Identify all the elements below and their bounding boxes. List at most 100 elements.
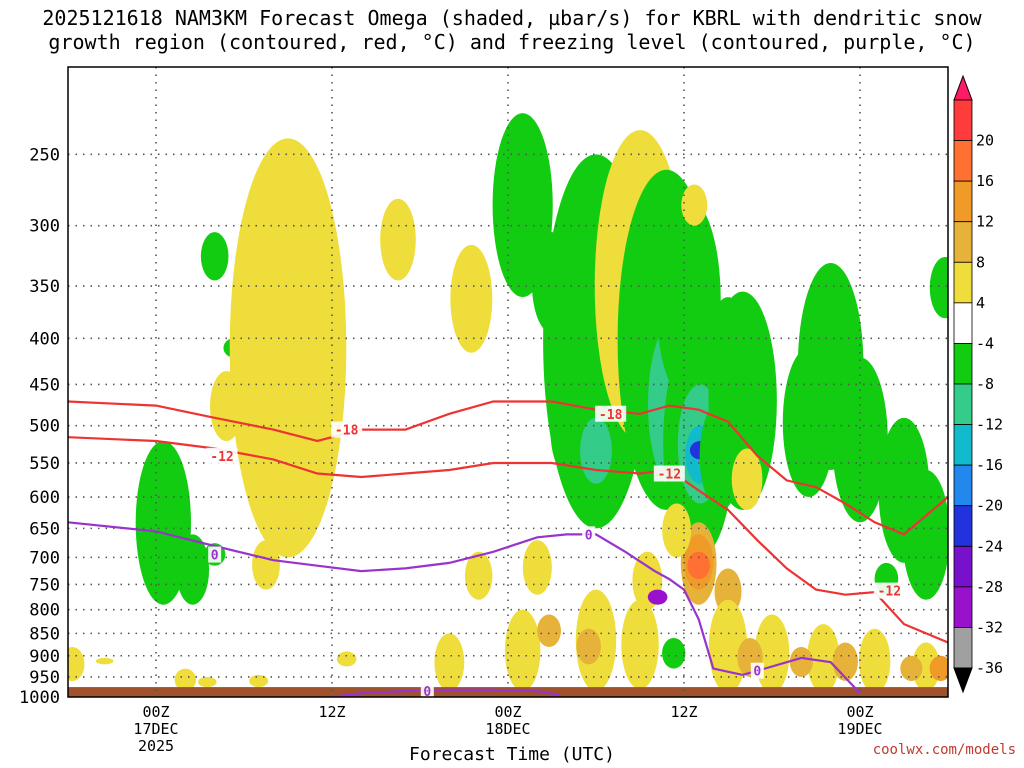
omega-shade — [95, 657, 114, 665]
y-tick-label: 450 — [29, 375, 60, 395]
colorbar-segment — [953, 343, 973, 385]
omega-shade — [647, 589, 668, 605]
colorbar-label: -12 — [976, 416, 1003, 434]
omega-shade — [900, 655, 923, 682]
y-tick-label: 300 — [29, 217, 60, 237]
omega-shade — [450, 244, 493, 353]
y-tick-label: 500 — [29, 417, 60, 437]
omega-shade — [662, 503, 692, 558]
omega-shade — [68, 646, 85, 682]
y-tick-label: 400 — [29, 329, 60, 349]
contour-label-bg — [331, 421, 363, 438]
y-tick-label: 950 — [29, 668, 60, 688]
y-tick-label: 350 — [29, 277, 60, 297]
omega-shade — [229, 138, 347, 558]
contour-label-bg — [873, 582, 905, 599]
contour-label: -12 — [878, 585, 901, 600]
colorbar-label: 8 — [976, 253, 985, 271]
contour-label-bg — [653, 465, 685, 482]
omega-shade — [687, 551, 710, 580]
colorbar-label: 20 — [976, 132, 994, 150]
colorbar-bottom-arrow — [953, 667, 973, 694]
contour-label: -12 — [210, 450, 233, 465]
omega-shade — [249, 674, 269, 688]
x-axis-label: Forecast Time (UTC) — [409, 744, 615, 765]
y-tick-label: 1000 — [19, 688, 60, 708]
omega-shade — [832, 642, 858, 682]
x-tick-label: 00Z — [142, 703, 169, 721]
contour-label-bg — [582, 526, 596, 543]
colorbar-segment — [953, 140, 973, 182]
colorbar-label: -8 — [976, 375, 994, 393]
x-tick-label: 00Z — [494, 703, 521, 721]
colorbar-label: -24 — [976, 537, 1003, 555]
y-tick-label: 800 — [29, 601, 60, 621]
omega-shade — [912, 642, 940, 692]
colorbar-segment — [953, 545, 973, 588]
colorbar-label: -32 — [976, 618, 1003, 636]
y-tick-label: 650 — [29, 519, 60, 539]
colorbar-label: -20 — [976, 497, 1003, 515]
x-tick-label: 00Z — [846, 703, 873, 721]
colorbar-segment — [953, 464, 973, 507]
contour-label: 0 — [211, 549, 219, 564]
colorbar-top-arrow — [953, 74, 973, 101]
omega-shade — [504, 609, 541, 692]
colorbar-segment — [953, 505, 973, 547]
x-tick-label: 12Z — [670, 703, 697, 721]
contour-line — [68, 436, 948, 644]
omega-shade — [464, 551, 493, 600]
title-line-2: growth region (contoured, red, °C) and f… — [48, 30, 976, 54]
plot-area: -18 -12 -18 -12 -12 0 0 0 0 — [68, 67, 948, 700]
omega-shade — [902, 470, 948, 600]
contour-label-bg — [595, 405, 627, 422]
contour-line — [331, 688, 560, 697]
omega-shade — [681, 184, 708, 226]
contour-label: -18 — [335, 424, 359, 439]
y-tick-label: 850 — [29, 624, 60, 644]
y-tick-label: 700 — [29, 548, 60, 568]
x-tick-label: 18DEC — [485, 720, 530, 738]
omega-shade — [174, 668, 197, 692]
colorbar-label: -16 — [976, 456, 1003, 474]
contour-label: -12 — [658, 468, 681, 483]
omega-shade — [929, 257, 948, 319]
colorbar-segment — [953, 302, 973, 344]
x-tick-label: 2025 — [138, 737, 174, 755]
x-tick-label: 19DEC — [837, 720, 882, 738]
plot-frame — [67, 66, 949, 698]
colorbar-segment — [953, 383, 973, 425]
colorbar-segment — [953, 221, 973, 263]
omega-shade — [380, 198, 416, 281]
omega-shade — [858, 628, 891, 694]
terrain-fill — [68, 687, 948, 697]
omega-shade — [576, 628, 601, 665]
omega-shade — [434, 633, 465, 692]
credit-text: coolwx.com/models — [872, 742, 1016, 758]
omega-shade — [580, 417, 612, 484]
omega-shade — [789, 646, 813, 677]
colorbar-label: 12 — [976, 213, 994, 231]
contour-label-bg — [206, 447, 238, 464]
y-tick-label: 550 — [29, 454, 60, 474]
y-tick-label: 250 — [29, 145, 60, 165]
colorbar-segment — [953, 586, 973, 628]
omega-shade — [336, 651, 357, 667]
omega-shade — [200, 232, 229, 281]
colorbar-segment — [953, 627, 973, 669]
omega-shade — [929, 655, 948, 682]
colorbar-segment — [953, 261, 973, 304]
omega-shade — [807, 624, 840, 694]
contour-label-bg — [420, 683, 434, 697]
colorbar-label: -28 — [976, 578, 1003, 596]
omega-shade — [832, 357, 888, 523]
colorbar-label: -36 — [976, 659, 1003, 677]
omega-shade — [537, 614, 561, 647]
colorbar-label: 16 — [976, 172, 994, 190]
contour-label: 0 — [423, 685, 431, 700]
omega-shade — [662, 637, 686, 669]
omega-shade — [198, 676, 217, 688]
chart-title: 2025121618 NAM3KM Forecast Omega (shaded… — [0, 6, 1024, 54]
y-tick-label: 750 — [29, 575, 60, 595]
